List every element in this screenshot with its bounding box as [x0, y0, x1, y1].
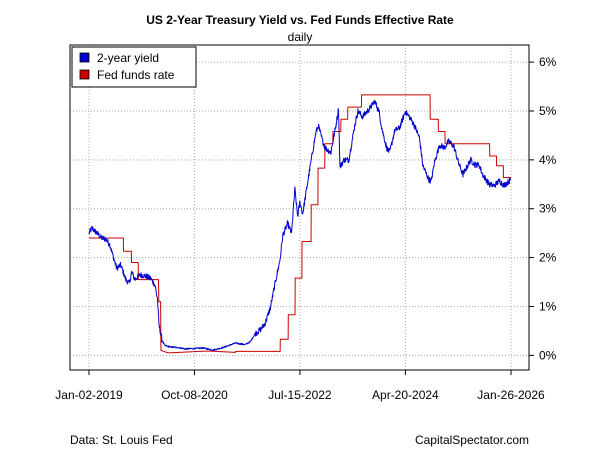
axes: Jan-02-2019 Oct-08-2020 Jul-15-2022 Apr-20-…	[55, 55, 556, 402]
legend-swatch-2-year-yield	[79, 52, 90, 63]
series-layer	[88, 94, 512, 354]
y-tick-label: 5%	[539, 104, 557, 118]
series-line-fed-funds-rate	[89, 94, 511, 354]
x-tick-label: Oct-08-2020	[161, 388, 228, 402]
x-tick-label: Jan-26-2026	[477, 388, 545, 402]
y-tick-label: 2%	[539, 251, 557, 265]
legend: 2-year yield Fed funds rate	[71, 46, 197, 88]
y-tick-label: 6%	[539, 55, 557, 69]
series-line-2-year-yield	[88, 100, 512, 351]
legend-swatch-fed-funds-rate	[79, 69, 90, 80]
credit-note: CapitalSpectator.com	[414, 433, 529, 447]
y-tick-label: 3%	[539, 202, 557, 216]
source-note: Data: St. Louis Fed	[70, 433, 173, 447]
x-tick-label: Apr-20-2024	[372, 388, 439, 402]
y-tick-label: 0%	[539, 348, 557, 362]
x-tick-label: Jul-15-2022	[268, 388, 332, 402]
legend-box	[71, 46, 197, 88]
x-tick-label: Jan-02-2019	[55, 388, 123, 402]
y-tick-label: 1%	[539, 299, 557, 313]
grid	[70, 45, 529, 370]
chart-title: US 2-Year Treasury Yield vs. Fed Funds E…	[146, 13, 454, 27]
legend-label-fed-funds-rate: Fed funds rate	[97, 68, 175, 82]
legend-label-2-year-yield: 2-year yield	[97, 51, 159, 65]
y-tick-label: 4%	[539, 153, 557, 167]
chart-subtitle: daily	[288, 30, 313, 44]
